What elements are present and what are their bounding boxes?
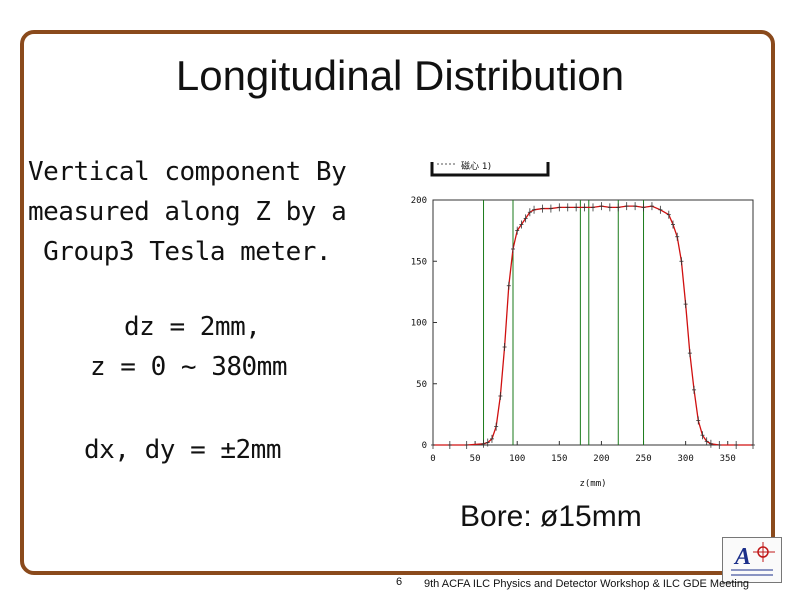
data-point — [633, 202, 638, 211]
x-tick-label: 300 — [677, 454, 693, 464]
data-point — [687, 349, 692, 358]
data-point — [532, 205, 537, 214]
x-tick-label: 350 — [720, 454, 736, 464]
data-point — [515, 226, 520, 235]
data-point — [498, 392, 503, 400]
description-text: Vertical component By measured along Z b… — [28, 152, 347, 272]
data-point — [607, 203, 612, 212]
data-point — [649, 202, 654, 211]
data-point — [548, 204, 553, 213]
data-point — [658, 205, 663, 214]
z-range-text: z = 0 ~ 380mm — [90, 352, 288, 382]
x-axis-label: z(mm) — [579, 479, 606, 489]
data-point — [494, 422, 499, 431]
y-tick-label: 200 — [411, 196, 427, 206]
x-tick-label: 150 — [551, 454, 567, 464]
svg-text:A: A — [733, 544, 751, 570]
field-chart: 磁心 1) 0 50 100 150 200 0 50 100 150 200 250 300 350… — [411, 160, 755, 489]
slide-frame — [20, 30, 775, 575]
series-line — [433, 205, 753, 446]
description-line-3: Group3 Tesla meter. — [43, 237, 332, 267]
data-point — [692, 385, 697, 394]
data-point — [506, 281, 511, 290]
data-point — [641, 203, 646, 212]
x-tick-label: 50 — [470, 454, 481, 464]
y-tick-label: 50 — [416, 380, 427, 390]
data-point — [717, 441, 722, 449]
data-point — [565, 203, 570, 212]
x-tick-label: 100 — [509, 454, 525, 464]
plot-area — [432, 199, 754, 446]
data-point — [675, 232, 680, 241]
legend-label: 磁心 1) — [461, 160, 491, 172]
marker-lines — [483, 200, 645, 445]
data-point — [751, 441, 755, 449]
data-point — [708, 439, 713, 448]
data-point — [624, 202, 629, 211]
series-group — [431, 202, 755, 449]
x-tick-label: 200 — [593, 454, 609, 464]
x-tick-label: 250 — [635, 454, 651, 464]
data-point — [683, 300, 688, 309]
data-point — [671, 220, 675, 229]
data-point — [540, 204, 545, 213]
data-point — [464, 441, 469, 449]
data-point — [511, 245, 515, 253]
y-axis: 0 50 100 150 200 — [411, 196, 437, 451]
footer-text: 9th ACFA ILC Physics and Detector Worksh… — [424, 578, 750, 590]
organization-logo: A — [722, 537, 782, 583]
description-line-2: measured along Z by a — [28, 197, 347, 227]
logo-icon: A — [731, 542, 775, 576]
y-tick-label: 150 — [411, 257, 427, 267]
data-point — [679, 257, 684, 266]
data-point — [519, 220, 524, 229]
data-point — [489, 434, 494, 443]
dxdy-text: dx, dy = ±2mm — [84, 435, 282, 465]
data-point — [734, 441, 739, 449]
data-point — [616, 203, 621, 212]
page-number: 6 — [396, 576, 403, 588]
data-point — [485, 438, 490, 447]
data-point — [502, 343, 507, 351]
data-point — [582, 203, 587, 212]
data-point — [696, 416, 701, 425]
data-point — [431, 441, 435, 449]
data-point — [527, 208, 532, 217]
x-tick-label: 0 — [430, 454, 435, 464]
y-tick-label: 0 — [422, 441, 427, 451]
data-point — [700, 431, 705, 440]
legend-box — [430, 162, 550, 177]
data-point — [666, 210, 671, 219]
data-point — [447, 441, 452, 449]
data-point — [574, 203, 579, 212]
legend: 磁心 1) — [430, 160, 550, 177]
dz-text: dz = 2mm, — [124, 312, 261, 342]
data-point — [591, 203, 595, 212]
data-point — [599, 202, 604, 211]
bore-label: Bore: ø15mm — [460, 500, 642, 533]
data-point — [557, 203, 562, 212]
data-point — [704, 437, 709, 446]
description-line-1: Vertical component By — [28, 157, 347, 187]
slide-title: Longitudinal Distribution — [175, 52, 625, 99]
data-point — [481, 439, 486, 448]
y-tick-label: 100 — [411, 319, 427, 329]
data-point — [523, 214, 528, 223]
